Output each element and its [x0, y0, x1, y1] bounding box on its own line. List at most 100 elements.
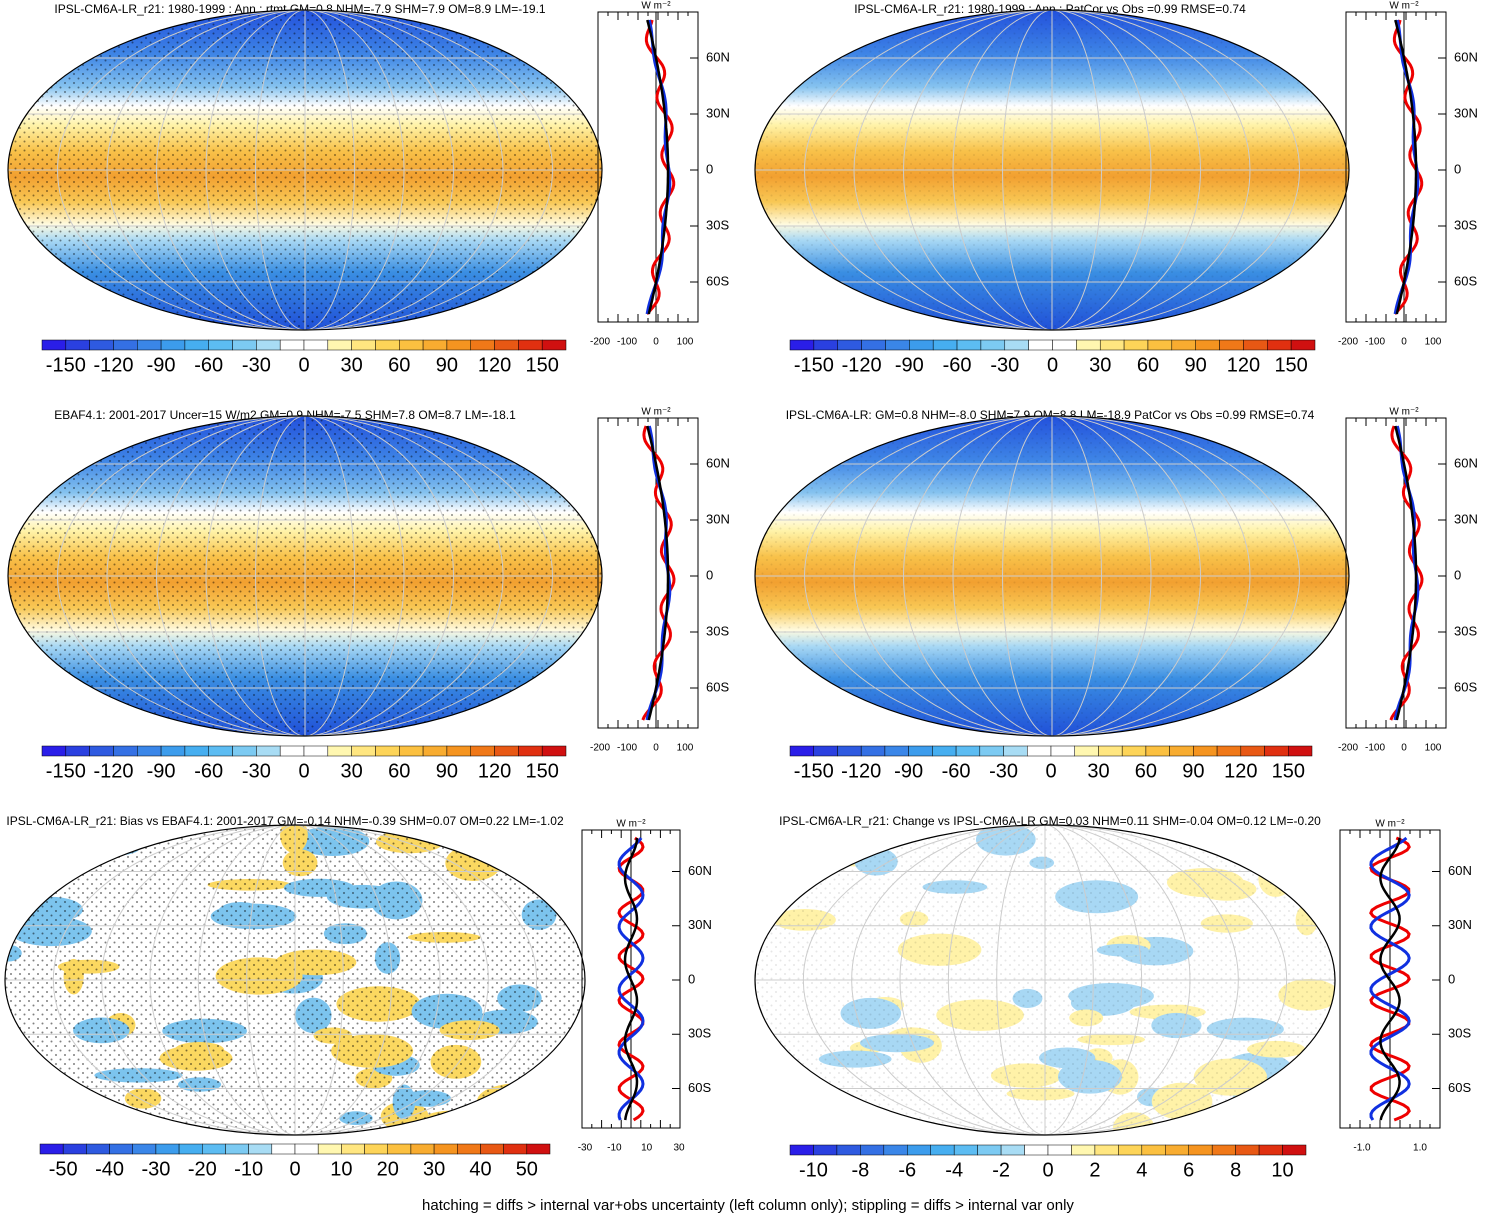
colorbar-label: 30: [1089, 354, 1111, 376]
colorbar-label: 30: [423, 1158, 445, 1180]
meridian: [197, 825, 393, 1135]
colorbar-label: -90: [147, 354, 176, 376]
map-border: [7, 415, 603, 737]
colorbar-label: -30: [989, 760, 1018, 782]
y-label: 60N: [706, 455, 730, 470]
colorbar-label: -20: [188, 1158, 217, 1180]
colorbar-label: -150: [794, 354, 834, 376]
anomaly: [544, 1115, 585, 1135]
colorbar-box: [1193, 745, 1218, 757]
colorbar-label: 60: [1135, 760, 1157, 782]
colorbar-label: -60: [194, 354, 223, 376]
meridian: [156, 10, 454, 330]
colorbar-box: [908, 745, 933, 757]
colorbar-box: [1288, 745, 1313, 757]
colorbar-box: [86, 1143, 110, 1155]
colorbar-box: [341, 1143, 365, 1155]
colorbar-label: 0: [298, 760, 309, 782]
y-label: 30N: [688, 917, 712, 932]
colorbar-box: [932, 745, 957, 757]
colorbar-box: [789, 1144, 814, 1156]
colorbar-box: [1028, 339, 1053, 351]
colorbar-box: [1027, 745, 1052, 757]
anomaly: [27, 1094, 104, 1123]
colorbar-label: 120: [1224, 760, 1257, 782]
colorbar-box: [1211, 1144, 1236, 1156]
colorbar-box: [1121, 745, 1147, 757]
profile-line: [646, 19, 670, 315]
colorbar-box: [446, 745, 471, 757]
x-label: 30: [673, 1143, 685, 1154]
colorbar-box: [303, 745, 329, 757]
x-label: -1.0: [1353, 1143, 1371, 1154]
colorbar-box: [364, 1143, 388, 1155]
colorbar-label: -90: [895, 354, 924, 376]
colorbar-label: -150: [794, 760, 834, 782]
y-label: 30S: [1448, 1026, 1471, 1041]
meridian: [255, 10, 355, 330]
colorbar-box: [541, 339, 567, 351]
y-label: 0: [688, 971, 695, 986]
colorbar-box: [813, 1144, 838, 1156]
colorbar-label: 90: [436, 760, 458, 782]
meridian: [903, 416, 1201, 736]
profile-line: [1369, 836, 1411, 1121]
colorbar-label: 150: [525, 760, 558, 782]
meridian: [52, 825, 538, 1135]
colorbar-label: 6: [1183, 1159, 1194, 1181]
colorbar-label: -4: [945, 1159, 963, 1181]
colorbar-box: [39, 1143, 64, 1155]
colorbar-label: -120: [93, 354, 133, 376]
colorbar-label: 8: [1230, 1159, 1241, 1181]
colorbar-label: 4: [1136, 1159, 1147, 1181]
profile-frame: [597, 11, 699, 323]
anomaly: [874, 835, 899, 849]
colorbar-box: [351, 339, 376, 351]
x-label: -200: [1338, 743, 1358, 754]
map-border: [754, 415, 1350, 737]
colorbar-box: [89, 339, 114, 351]
colorbar-box: [518, 745, 543, 757]
meridian: [106, 10, 504, 330]
colorbar-box: [155, 1143, 180, 1155]
colorbar-box: [294, 1143, 319, 1155]
colorbar-label: 60: [1137, 354, 1159, 376]
x-label: -200: [590, 743, 610, 754]
x-label: -100: [1365, 337, 1385, 348]
profile-line: [641, 425, 676, 721]
anomaly: [755, 1078, 797, 1090]
colorbar-box: [494, 339, 519, 351]
anomaly: [1296, 833, 1322, 852]
x-label: 100: [1425, 337, 1442, 348]
profile-units: W m⁻²: [641, 407, 671, 418]
meridian: [156, 416, 454, 736]
y-label: 60S: [706, 273, 729, 288]
x-label: 0: [653, 337, 659, 348]
profile-units: W m⁻²: [1389, 407, 1419, 418]
colorbar-label: 90: [436, 354, 458, 376]
colorbar-label: -60: [943, 354, 972, 376]
colorbar-label: 60: [388, 354, 410, 376]
meridian: [255, 416, 355, 736]
colorbar-label: 150: [1272, 760, 1305, 782]
meridian: [952, 10, 1152, 330]
meridian: [149, 825, 441, 1135]
colorbar-box: [860, 745, 886, 757]
colorbar-box: [109, 1143, 133, 1155]
y-label: 0: [706, 567, 713, 582]
panel-title: EBAF4.1: 2001-2017 Uncer=15 W/m2 GM=0.9 …: [54, 408, 516, 422]
y-label: 60N: [688, 863, 712, 878]
colorbar-label: -50: [49, 1158, 78, 1180]
y-label: 30S: [1454, 217, 1477, 232]
colorbar-box: [885, 339, 910, 351]
meridian: [1002, 10, 1102, 330]
colorbar-label: -30: [242, 760, 271, 782]
profile-units: W m⁻²: [1389, 1, 1419, 12]
x-label: -10: [607, 1143, 622, 1154]
anomaly: [70, 843, 98, 857]
colorbar-label: 2: [1089, 1159, 1100, 1181]
colorbar-box: [399, 339, 424, 351]
colorbar-box: [248, 1143, 273, 1155]
x-label: -100: [1365, 743, 1385, 754]
colorbar-label: -40: [95, 1158, 124, 1180]
